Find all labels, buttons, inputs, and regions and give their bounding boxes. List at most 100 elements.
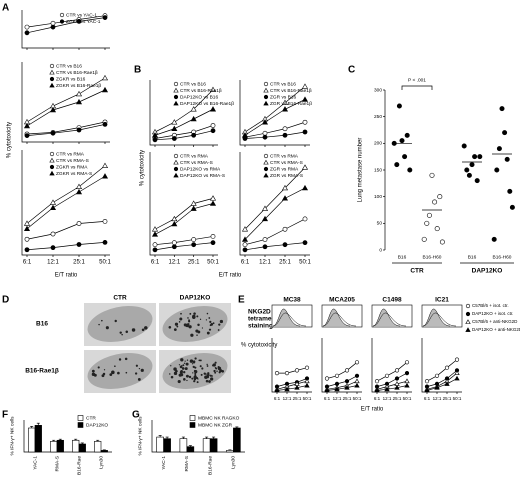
- series-line: [277, 367, 308, 374]
- data-point: [496, 146, 502, 152]
- metastasis: [209, 320, 212, 324]
- marker: [101, 162, 109, 168]
- marker: [434, 384, 440, 390]
- marker: [263, 159, 269, 165]
- metastasis: [141, 369, 144, 372]
- series-line: [244, 86, 306, 133]
- series-line: [244, 218, 306, 246]
- marker: [282, 126, 288, 132]
- marker: [404, 360, 410, 365]
- column-label: DAP12KO: [180, 295, 211, 302]
- metastasis: [101, 319, 103, 322]
- metastasis: [205, 319, 208, 321]
- chart-title: IC21: [435, 297, 449, 304]
- histogram: [272, 308, 301, 327]
- legend-label: CTR vs B16: [56, 63, 82, 69]
- marker: [190, 200, 197, 206]
- marker: [152, 137, 158, 143]
- marker: [190, 115, 197, 122]
- x-tick-label: 6:1: [374, 396, 381, 401]
- y-tick-label: 50: [377, 221, 383, 227]
- series-line: [244, 131, 306, 139]
- legend-label: CTR vs RMA-S: [270, 160, 303, 166]
- metastasis: [176, 325, 179, 328]
- series-line: [426, 370, 458, 387]
- series-line: [154, 89, 214, 133]
- marker: [173, 172, 179, 178]
- bar: [233, 427, 241, 453]
- staining-label: staining: [248, 323, 273, 330]
- marker: [304, 382, 310, 388]
- marker: [344, 379, 350, 384]
- metastasis: [178, 321, 181, 323]
- x-tick-label: YAC-1: [32, 456, 38, 470]
- marker: [76, 221, 82, 226]
- metastasis: [207, 372, 210, 375]
- metastasis: [138, 367, 141, 370]
- metastasis: [218, 323, 221, 326]
- metastasis: [177, 379, 181, 384]
- metastasis: [206, 331, 210, 335]
- histogram: [322, 308, 351, 327]
- marker: [281, 99, 289, 105]
- metastasis: [93, 373, 97, 377]
- legend-label: DAP12KO: [86, 422, 108, 428]
- series-line: [26, 175, 106, 230]
- series-line: [154, 203, 214, 235]
- series-line: [326, 380, 358, 390]
- metastasis: [101, 374, 105, 378]
- metastasis: [201, 327, 204, 329]
- series-line: [154, 236, 214, 246]
- marker: [49, 106, 57, 113]
- bar: [209, 438, 218, 453]
- x-tick-label: 25:1: [443, 396, 452, 401]
- legend-label: CTR vs B16-Rae1β: [270, 88, 312, 94]
- marker: [59, 19, 65, 24]
- metastasis: [208, 374, 210, 376]
- metastasis: [125, 371, 128, 374]
- series-line: [426, 359, 458, 382]
- x-tick-label: B16-H60: [493, 254, 512, 260]
- metastasis: [198, 359, 201, 362]
- metastasis: [206, 365, 209, 367]
- metastasis: [186, 379, 188, 382]
- metastasis: [173, 367, 177, 371]
- series-line: [244, 99, 306, 136]
- histogram: [422, 308, 451, 327]
- marker: [49, 69, 55, 75]
- metastasis: [178, 373, 182, 377]
- legend-label: MBMC NK ZGR: [198, 422, 233, 428]
- group-label: DAP12KO: [472, 268, 503, 275]
- marker: [209, 195, 217, 201]
- marker: [173, 153, 179, 159]
- marker: [50, 231, 56, 237]
- metastasis: [194, 357, 197, 360]
- marker: [49, 164, 55, 170]
- metastasis: [217, 329, 220, 331]
- metastasis: [193, 375, 197, 380]
- row-label: B16: [36, 321, 48, 328]
- marker: [173, 159, 179, 165]
- marker: [171, 125, 178, 131]
- x-tick-label: 50:1: [403, 396, 412, 401]
- x-tick-label: 25:1: [293, 396, 302, 401]
- legend-label: CTR vs B16-Rae1β: [180, 88, 222, 94]
- metastasis: [134, 372, 138, 375]
- marker: [334, 373, 340, 378]
- y-axis-label: % cytotoxicity: [241, 343, 277, 349]
- x-tick-label: Lyn30: [231, 456, 237, 469]
- metastasis: [179, 317, 183, 321]
- marker: [404, 382, 410, 388]
- marker: [344, 368, 350, 373]
- metastasis: [169, 373, 171, 375]
- metastasis: [111, 370, 115, 375]
- legend-label: CTR vs RMA: [180, 153, 209, 159]
- x-tick-label: Lyn30: [98, 456, 104, 469]
- x-tick-label: RMA-S: [184, 456, 190, 471]
- marker: [324, 376, 330, 381]
- marker: [23, 220, 31, 226]
- marker: [465, 303, 471, 309]
- legend-label: DAP12KO vs RMA: [180, 166, 221, 172]
- bar: [94, 441, 102, 453]
- metastasis: [210, 323, 214, 326]
